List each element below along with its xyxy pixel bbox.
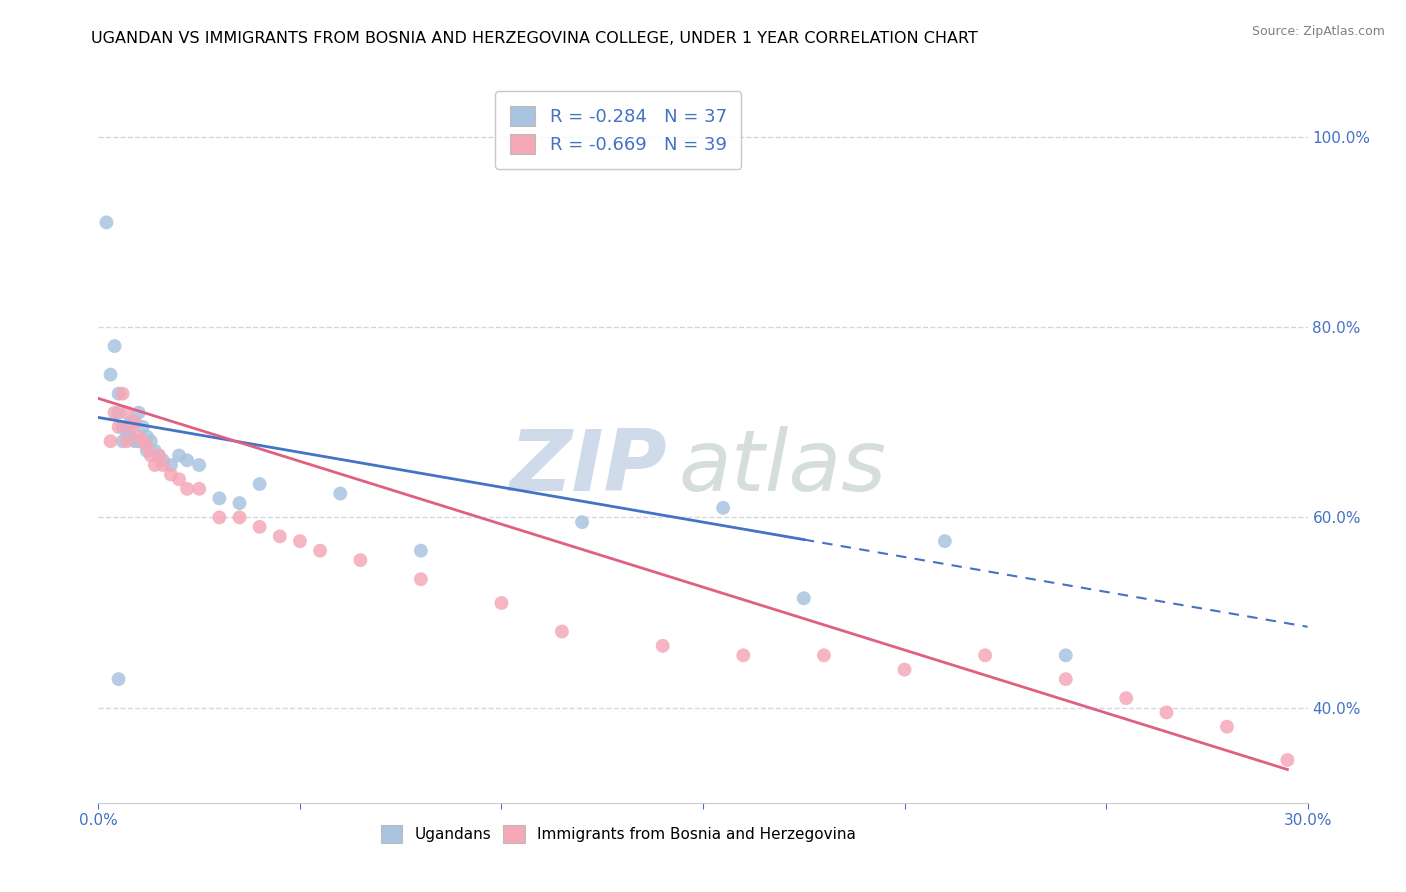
Point xyxy=(188,482,211,496)
Point xyxy=(269,529,291,543)
Point xyxy=(120,415,142,429)
Point xyxy=(111,420,134,434)
Point xyxy=(139,434,162,449)
Point xyxy=(160,467,183,482)
Point xyxy=(491,596,513,610)
Point xyxy=(96,215,118,229)
Point xyxy=(107,672,129,686)
Point xyxy=(100,434,122,449)
Point xyxy=(208,510,231,524)
Point xyxy=(124,415,146,429)
Point xyxy=(115,420,138,434)
Point xyxy=(167,449,190,463)
Point xyxy=(288,534,311,549)
Point xyxy=(793,591,815,606)
Text: Source: ZipAtlas.com: Source: ZipAtlas.com xyxy=(1251,25,1385,38)
Point xyxy=(135,443,157,458)
Point xyxy=(115,434,138,449)
Point xyxy=(176,482,198,496)
Point xyxy=(571,515,593,529)
Point xyxy=(152,458,174,472)
Point xyxy=(115,425,138,439)
Point xyxy=(120,429,142,443)
Point xyxy=(188,458,211,472)
Point xyxy=(139,449,162,463)
Point xyxy=(132,420,155,434)
Point xyxy=(120,420,142,434)
Point xyxy=(813,648,835,663)
Legend: Ugandans, Immigrants from Bosnia and Herzegovina: Ugandans, Immigrants from Bosnia and Her… xyxy=(375,819,862,848)
Point xyxy=(107,406,129,420)
Point xyxy=(124,415,146,429)
Point xyxy=(349,553,371,567)
Point xyxy=(974,648,997,663)
Point xyxy=(128,406,150,420)
Point xyxy=(893,663,915,677)
Point xyxy=(111,386,134,401)
Point xyxy=(551,624,574,639)
Point xyxy=(135,439,157,453)
Point xyxy=(228,510,250,524)
Point xyxy=(152,453,174,467)
Point xyxy=(651,639,673,653)
Point xyxy=(1156,706,1178,720)
Point xyxy=(249,520,271,534)
Point xyxy=(409,572,432,586)
Point xyxy=(143,443,166,458)
Point xyxy=(176,453,198,467)
Point xyxy=(103,339,125,353)
Point xyxy=(249,477,271,491)
Text: UGANDAN VS IMMIGRANTS FROM BOSNIA AND HERZEGOVINA COLLEGE, UNDER 1 YEAR CORRELAT: UGANDAN VS IMMIGRANTS FROM BOSNIA AND HE… xyxy=(91,31,979,46)
Point xyxy=(111,434,134,449)
Point xyxy=(934,534,956,549)
Point xyxy=(1115,691,1137,706)
Point xyxy=(711,500,734,515)
Point xyxy=(1216,720,1239,734)
Point xyxy=(128,434,150,449)
Point xyxy=(135,429,157,443)
Point xyxy=(107,386,129,401)
Point xyxy=(1054,672,1077,686)
Point xyxy=(1054,648,1077,663)
Point xyxy=(103,406,125,420)
Point xyxy=(148,449,170,463)
Point xyxy=(309,543,332,558)
Point xyxy=(1277,753,1299,767)
Point xyxy=(228,496,250,510)
Point xyxy=(733,648,755,663)
Point xyxy=(124,434,146,449)
Point xyxy=(160,458,183,472)
Point xyxy=(329,486,352,500)
Point xyxy=(148,449,170,463)
Point xyxy=(167,472,190,486)
Point xyxy=(132,434,155,449)
Point xyxy=(143,458,166,472)
Point xyxy=(107,420,129,434)
Text: ZIP: ZIP xyxy=(509,425,666,509)
Text: atlas: atlas xyxy=(679,425,887,509)
Point xyxy=(409,543,432,558)
Point xyxy=(208,491,231,506)
Point xyxy=(115,406,138,420)
Point xyxy=(128,429,150,443)
Point xyxy=(100,368,122,382)
